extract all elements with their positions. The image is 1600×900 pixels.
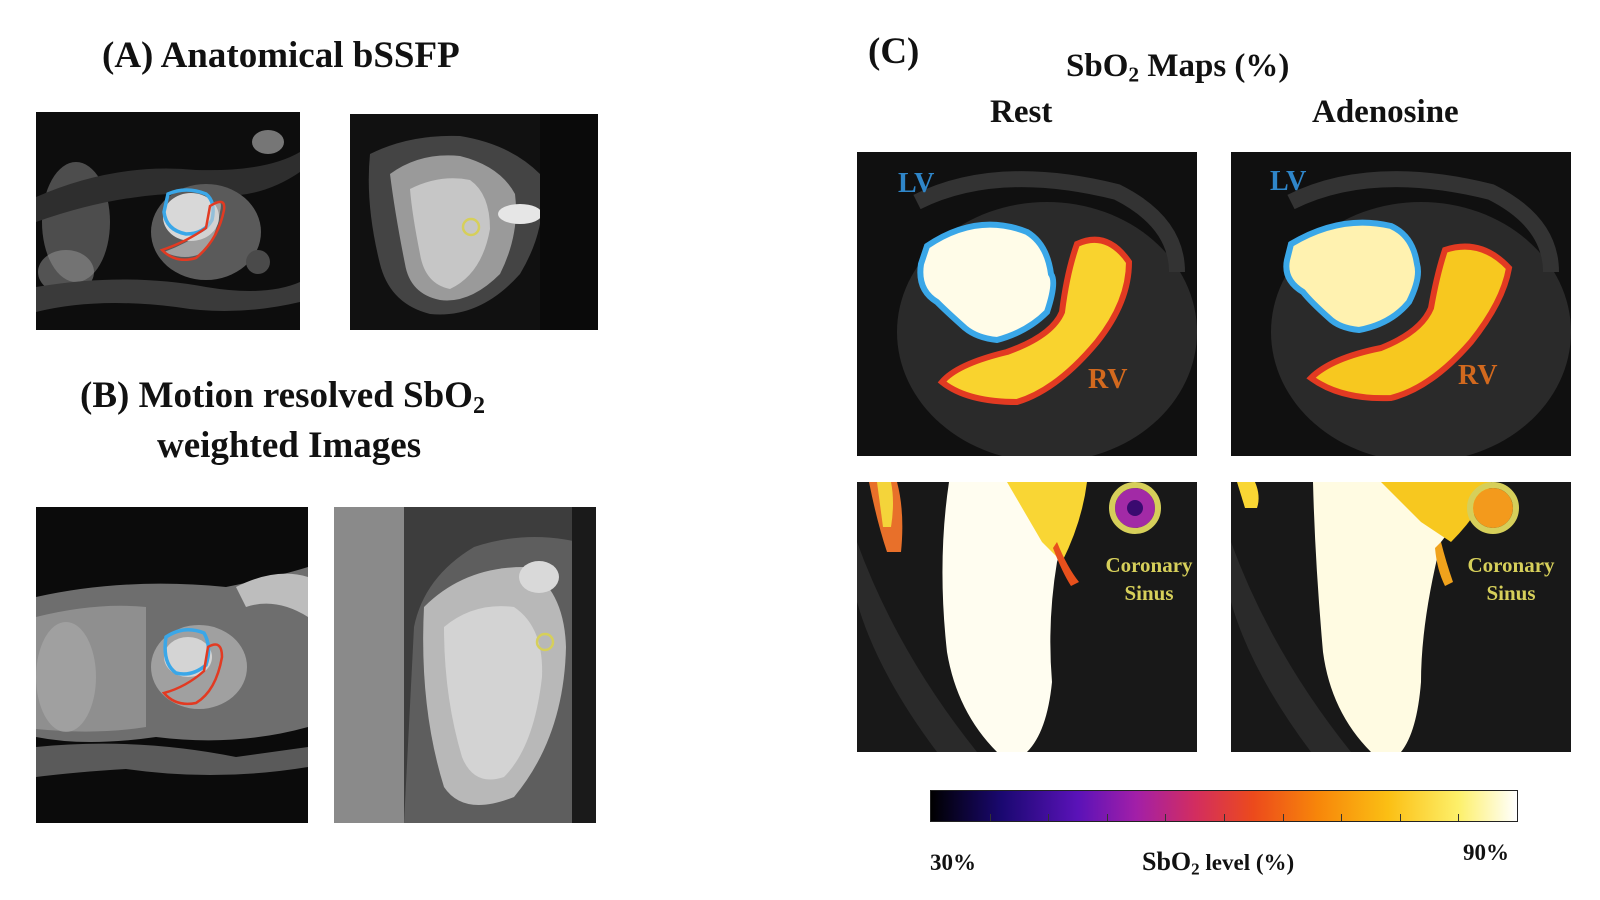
colorbar-label-post: level (%) [1199,850,1295,875]
panel-c-letter: (C) [868,31,920,72]
sbo2-weighted-short-axis-image [36,507,308,823]
rest-rv-label: RV [1088,364,1128,395]
colorbar-tick [1341,814,1343,821]
colorbar-axis-label: SbO2 level (%) [1142,847,1294,879]
rest-coronary-label-line1: Coronary [1105,553,1193,577]
colorbar-tick [1458,814,1460,821]
adenosine-rv-label: RV [1458,360,1498,391]
column-title-rest: Rest [990,94,1053,130]
sbo2-maps-title-pre: SbO [1066,48,1129,84]
colorbar-tick [1165,814,1167,821]
bssfp-short-axis-image [36,112,300,330]
colorbar-label-pre: SbO [1142,847,1192,876]
adenosine-lv-label: LV [1270,166,1307,197]
colorbar-max-label: 90% [1463,840,1509,865]
colorbar-tick [1282,814,1284,821]
rest-lv-label: LV [898,168,935,199]
colorbar-tick [989,814,991,821]
sbo2-maps-title: SbO2 Maps (%) [1066,48,1289,87]
colorbar-tick [1106,814,1108,821]
rest-long-axis-sbo2-map [857,482,1197,752]
sbo2-maps-title-post: Maps (%) [1139,48,1290,84]
adenosine-sinus-label-line2: Sinus [1486,581,1536,605]
rest-sinus-label-line2: Sinus [1124,581,1174,605]
panel-b-title-subscript: 2 [472,393,485,419]
colorbar-tick [1224,814,1225,821]
sbo2-weighted-long-axis-image [334,507,596,823]
panel-b-title-line2: weighted Images [157,425,422,466]
colorbar-tick [1399,814,1401,821]
rest-short-axis-sbo2-map [857,152,1197,456]
adenosine-coronary-label-line1: Coronary [1467,553,1555,577]
sbo2-colorbar [930,790,1518,822]
rest-coronary-sinus-label: Coronary Sinus [1090,551,1208,607]
colorbar-min-label: 30% [930,850,976,875]
panel-a-title: (A) Anatomical bSSFP [102,35,460,76]
colorbar-tick [1048,814,1050,821]
panel-b-title-line1-text: (B) Motion resolved SbO [80,375,473,416]
adenosine-short-axis-sbo2-map [1231,152,1571,456]
adenosine-long-axis-sbo2-map [1231,482,1571,752]
panel-b-title-line1: (B) Motion resolved SbO2 [80,374,485,420]
column-title-adenosine: Adenosine [1312,94,1459,130]
adenosine-coronary-sinus-label: Coronary Sinus [1452,551,1570,607]
bssfp-long-axis-image [350,114,598,330]
colorbar-label-sub: 2 [1191,859,1200,879]
sbo2-maps-title-sub: 2 [1128,62,1140,87]
